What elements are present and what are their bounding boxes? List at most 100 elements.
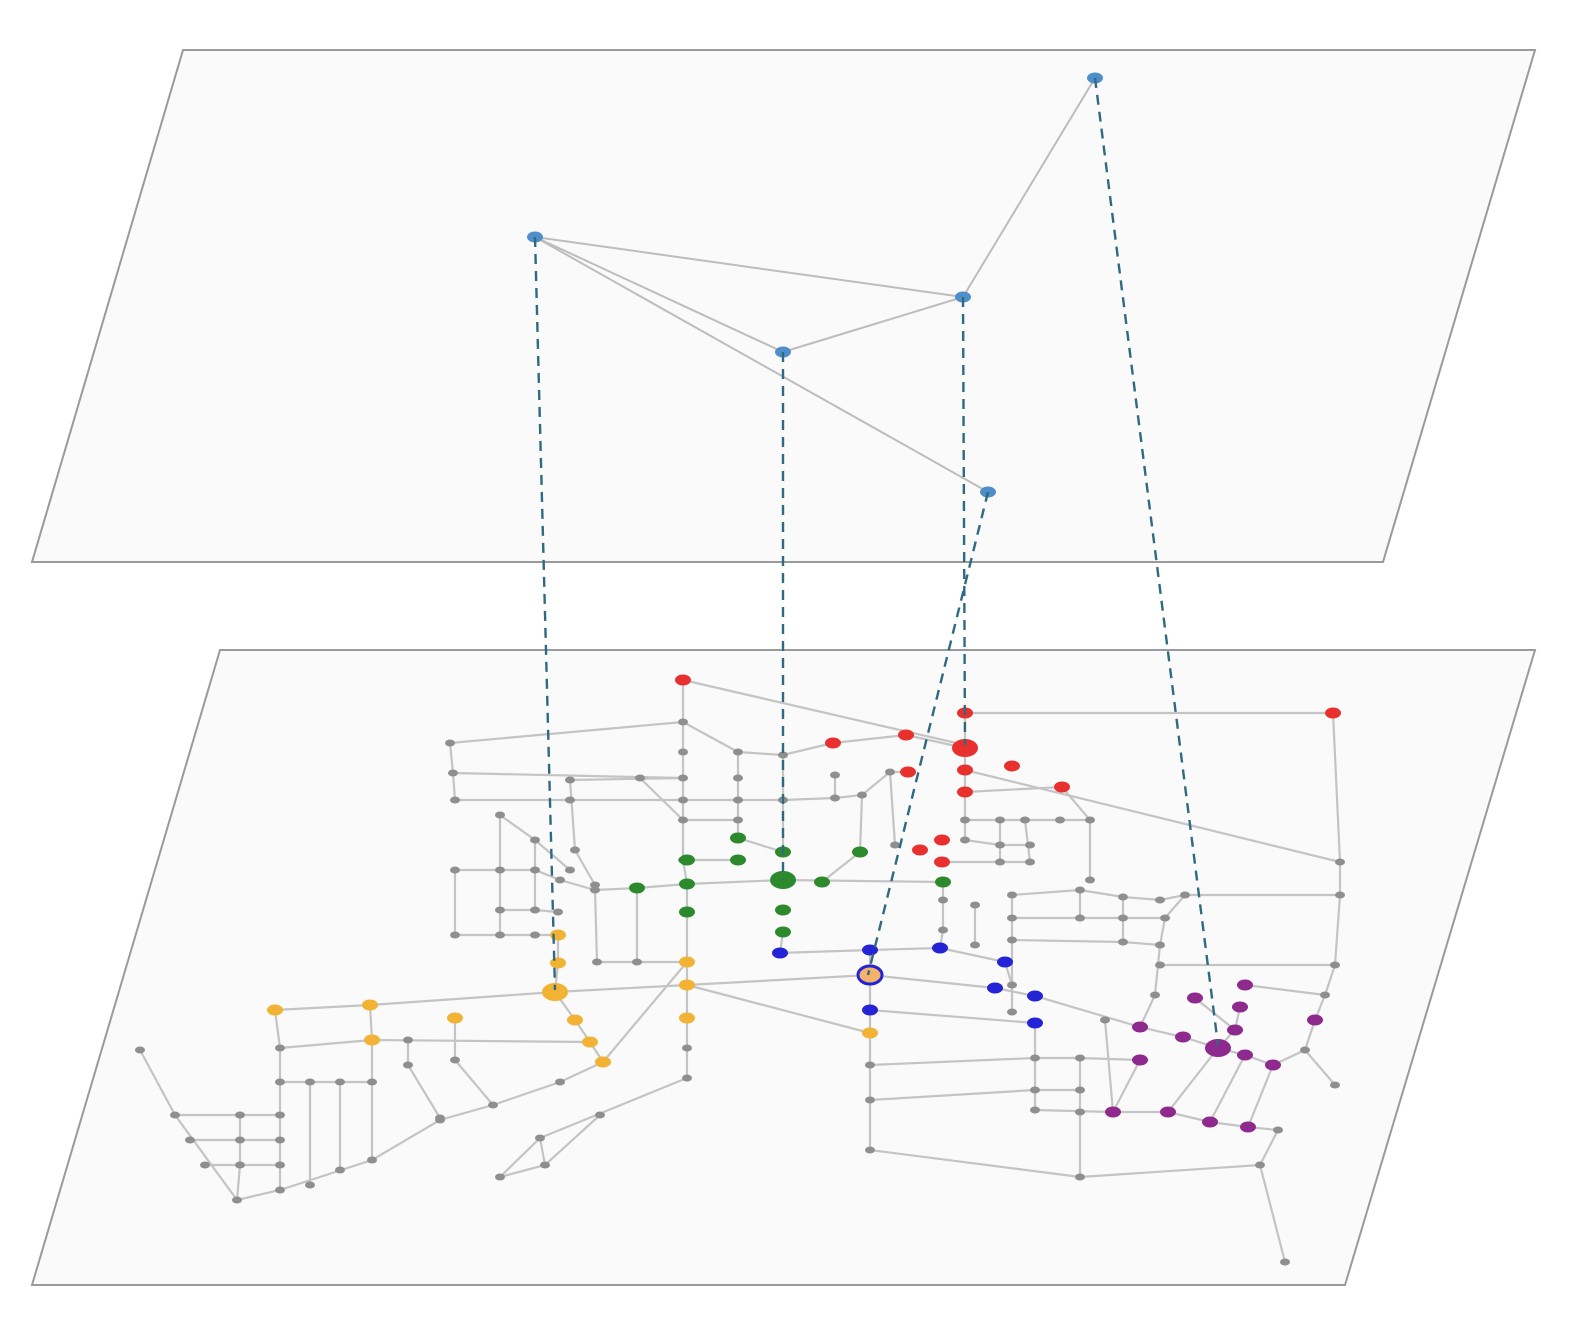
- node: [1075, 1086, 1085, 1094]
- community-node: [862, 1004, 878, 1016]
- node: [335, 1078, 345, 1086]
- node: [305, 1181, 315, 1189]
- node: [530, 866, 540, 874]
- node: [1330, 961, 1340, 969]
- node: [590, 886, 600, 894]
- community-node: [542, 983, 568, 1001]
- community-node: [900, 766, 916, 778]
- node: [1335, 891, 1345, 899]
- node: [200, 1161, 210, 1169]
- network-edge: [682, 678, 966, 747]
- community-node: [825, 737, 841, 749]
- node: [995, 841, 1005, 849]
- network-edge: [569, 776, 684, 782]
- network-edge: [1103, 1019, 1115, 1113]
- node: [1155, 896, 1165, 904]
- upper-plane: [30, 49, 1537, 563]
- network-edge: [455, 868, 784, 892]
- node: [530, 836, 540, 844]
- community-node: [567, 1014, 583, 1026]
- node: [275, 1161, 285, 1169]
- community-node: [1160, 1106, 1176, 1118]
- community-node: [730, 832, 746, 844]
- community-node: [1027, 990, 1043, 1002]
- node: [1255, 1161, 1265, 1169]
- node: [275, 1186, 285, 1194]
- node: [1075, 886, 1085, 894]
- community-node: [1240, 1121, 1256, 1133]
- network-edge: [139, 1049, 280, 1117]
- node: [135, 1046, 145, 1054]
- node: [535, 1134, 545, 1142]
- community-node: [1187, 992, 1203, 1004]
- network-edge: [1209, 1054, 1246, 1123]
- node: [540, 1161, 550, 1169]
- network-edge: [1112, 1059, 1141, 1113]
- node: [995, 816, 1005, 824]
- node: [275, 1136, 285, 1144]
- node: [275, 1044, 285, 1052]
- community-node: [1265, 1059, 1281, 1071]
- node: [1273, 1126, 1283, 1134]
- node: [678, 748, 688, 756]
- node: [367, 1156, 377, 1164]
- node: [1320, 991, 1330, 999]
- inter-layer-link: [866, 491, 990, 976]
- node: [678, 816, 688, 824]
- community-node: [582, 1036, 598, 1048]
- community-node: [1237, 1049, 1253, 1061]
- node: [595, 1111, 605, 1119]
- network-edge: [938, 882, 945, 949]
- network-edge: [682, 721, 966, 757]
- node: [553, 908, 563, 916]
- node: [635, 774, 645, 782]
- network-edge: [1167, 1047, 1219, 1113]
- node: [1007, 914, 1017, 922]
- community-node: [1325, 707, 1341, 719]
- node: [1085, 816, 1095, 824]
- network-edge: [869, 1148, 1287, 1263]
- node: [185, 1136, 195, 1144]
- highlight-node: [856, 964, 884, 986]
- node: [970, 901, 980, 909]
- node: [1030, 1106, 1040, 1114]
- node: [960, 836, 970, 844]
- community-node: [957, 764, 973, 776]
- community-node: [679, 854, 695, 866]
- community-node: [775, 926, 791, 938]
- node: [488, 1101, 498, 1109]
- node: [530, 931, 540, 939]
- node: [170, 1111, 180, 1119]
- node: [830, 794, 840, 802]
- node: [890, 841, 900, 849]
- community-node: [1227, 1024, 1243, 1036]
- node: [1025, 858, 1035, 866]
- network-edge: [686, 983, 871, 1035]
- node: [530, 906, 540, 914]
- node: [938, 926, 948, 934]
- community-node: [675, 674, 691, 686]
- network-edge: [449, 720, 684, 745]
- community-node: [1054, 781, 1070, 793]
- community-node: [1237, 979, 1253, 991]
- node: [960, 816, 970, 824]
- node: [565, 796, 575, 804]
- community-node: [1004, 760, 1020, 772]
- node: [1335, 858, 1345, 866]
- community-node: [1202, 1116, 1218, 1128]
- community-node: [679, 906, 695, 918]
- node: [778, 751, 788, 759]
- community-node: [679, 979, 695, 991]
- community-node: [952, 739, 978, 757]
- community-node: [987, 982, 1003, 994]
- node: [1118, 893, 1128, 901]
- node: [1020, 816, 1030, 824]
- node: [448, 769, 458, 777]
- node: [632, 958, 642, 966]
- community-node: [364, 1034, 380, 1046]
- node: [1150, 991, 1160, 999]
- node: [733, 816, 743, 824]
- node: [857, 791, 867, 799]
- node: [275, 1078, 285, 1086]
- community-node: [1307, 1014, 1323, 1026]
